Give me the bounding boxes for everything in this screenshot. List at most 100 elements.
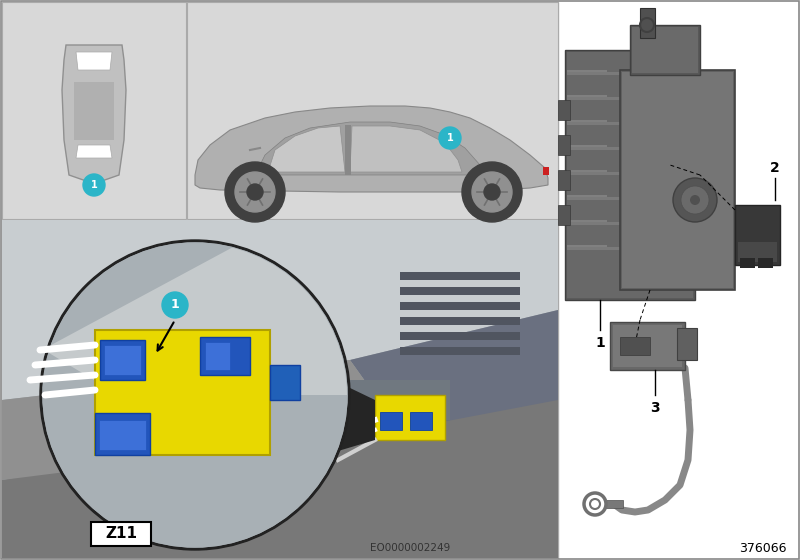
Bar	[558, 170, 570, 190]
Polygon shape	[195, 106, 548, 192]
Bar	[558, 100, 570, 120]
Circle shape	[162, 292, 188, 318]
Bar	[400, 287, 520, 295]
Bar	[375, 395, 445, 440]
Circle shape	[472, 172, 512, 212]
Bar	[610, 322, 685, 370]
Bar	[758, 258, 773, 268]
Text: EO0000002249: EO0000002249	[370, 543, 450, 553]
Bar	[400, 272, 520, 280]
Bar	[558, 135, 570, 155]
Bar	[735, 205, 780, 265]
Bar	[740, 258, 755, 268]
Circle shape	[673, 178, 717, 222]
Bar	[560, 0, 800, 560]
Bar	[738, 242, 777, 262]
Bar	[187, 2, 558, 219]
Text: 376066: 376066	[739, 542, 787, 554]
Bar	[2, 2, 558, 558]
Bar	[380, 412, 402, 430]
Bar	[74, 82, 114, 140]
Circle shape	[439, 127, 461, 149]
Bar	[620, 70, 735, 290]
Circle shape	[690, 195, 700, 205]
Text: 1: 1	[595, 336, 605, 350]
Text: 1: 1	[90, 180, 98, 190]
Bar	[410, 412, 432, 430]
Bar	[567, 97, 687, 100]
Polygon shape	[62, 45, 126, 182]
Bar	[100, 340, 145, 380]
Bar	[622, 72, 733, 288]
Polygon shape	[2, 220, 558, 400]
Bar	[104, 345, 141, 375]
Bar	[99, 420, 146, 450]
Bar	[630, 25, 700, 75]
Bar	[270, 365, 300, 400]
Circle shape	[681, 186, 709, 214]
Bar	[400, 332, 520, 340]
Bar	[677, 328, 697, 360]
Circle shape	[43, 243, 347, 547]
Bar	[567, 147, 687, 150]
Bar	[2, 220, 558, 558]
Polygon shape	[2, 360, 400, 480]
Bar	[567, 122, 687, 125]
Circle shape	[40, 240, 350, 550]
Bar	[632, 27, 698, 73]
Circle shape	[43, 243, 347, 547]
Bar	[400, 302, 520, 310]
Polygon shape	[76, 145, 112, 158]
Polygon shape	[268, 126, 345, 172]
Bar	[205, 342, 230, 370]
Bar	[567, 52, 693, 298]
Bar	[345, 125, 351, 175]
Polygon shape	[350, 126, 462, 172]
Text: 2: 2	[770, 161, 780, 175]
Bar	[567, 70, 607, 75]
Bar	[2, 2, 186, 219]
Bar	[95, 413, 150, 455]
Circle shape	[462, 162, 522, 222]
Circle shape	[83, 174, 105, 196]
Text: 3: 3	[650, 401, 660, 415]
Bar	[567, 72, 687, 75]
Bar	[567, 222, 687, 225]
Text: Z11: Z11	[105, 526, 137, 542]
Text: 1: 1	[446, 133, 454, 143]
Bar	[567, 172, 687, 175]
Bar	[567, 120, 607, 125]
Bar	[567, 170, 607, 175]
Bar	[605, 500, 623, 508]
Bar	[95, 330, 270, 455]
Bar	[565, 50, 695, 300]
Text: 1: 1	[170, 298, 179, 311]
Bar	[613, 325, 682, 367]
Circle shape	[247, 184, 263, 200]
Bar	[567, 145, 607, 150]
Bar	[567, 245, 607, 250]
Polygon shape	[271, 365, 375, 471]
Bar	[400, 347, 520, 355]
Bar	[640, 8, 655, 38]
Bar	[620, 337, 650, 355]
Circle shape	[484, 184, 500, 200]
Bar	[567, 95, 607, 100]
Circle shape	[235, 172, 275, 212]
Bar	[567, 197, 687, 200]
Polygon shape	[255, 122, 485, 175]
Bar	[567, 220, 607, 225]
FancyBboxPatch shape	[91, 522, 151, 546]
Circle shape	[225, 162, 285, 222]
Bar	[400, 317, 520, 325]
Polygon shape	[76, 52, 112, 70]
Bar	[567, 247, 687, 250]
Polygon shape	[43, 243, 347, 395]
Polygon shape	[2, 380, 558, 558]
Bar	[200, 337, 250, 375]
Polygon shape	[350, 310, 558, 430]
Bar	[558, 205, 570, 225]
Bar	[543, 167, 549, 175]
Bar	[567, 195, 607, 200]
Bar	[350, 380, 450, 420]
